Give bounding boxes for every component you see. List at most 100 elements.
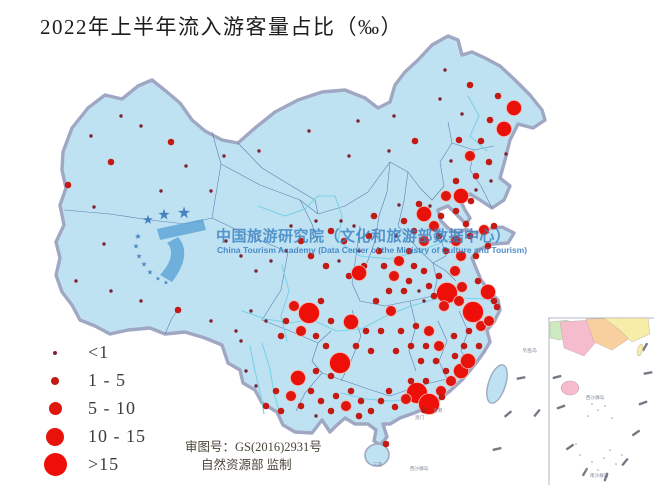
tourist-volume-dot [475,342,483,350]
inset-island-dot [621,454,623,456]
tiny-place-label: 西沙群岛 [410,465,429,472]
tourist-volume-dot [449,159,453,163]
tourist-volume-dot [478,224,490,236]
inset-island-dot [597,409,599,411]
tourist-volume-dot [445,375,457,387]
tourist-volume-dot [397,327,405,335]
tourist-volume-dot [450,235,462,247]
tourist-volume-dot [297,402,305,410]
legend-label: 5 - 10 [88,398,136,418]
tourist-volume-dot [244,369,248,373]
tourist-volume-dot [339,219,343,223]
approval-agency: 自然资源部 监制 [201,457,292,472]
tourist-volume-dot [119,114,123,118]
tourist-volume-dot [455,250,467,262]
tourist-volume-dot [472,172,480,180]
tourist-volume-dot [340,237,348,245]
tourist-volume-dot [435,272,443,280]
tourist-volume-dot [407,377,415,385]
tourist-volume-dot [418,235,430,247]
tourist-volume-dot [490,222,498,230]
tourist-volume-dot [356,119,360,123]
tourist-volume-dots [64,68,522,448]
tourist-volume-dot [459,352,476,369]
tourist-volume-dot [388,270,400,282]
legend-circle [48,402,62,415]
legend-item: 5 - 10 [40,398,146,418]
inset-island-dot [591,461,593,463]
tourist-volume-dot [367,347,375,355]
legend-item: >15 [40,453,146,476]
tourist-volume-dot [428,220,440,232]
sea-dash-mark [556,404,566,410]
tourist-volume-dot [472,252,480,260]
tourist-volume-dot [400,287,408,295]
tourist-volume-dot [362,327,370,335]
tourist-volume-dot [460,342,468,350]
tourist-volume-dot [184,164,188,168]
legend-circle-wrap [40,350,70,355]
tourist-volume-dot [277,407,285,415]
tourist-volume-dot [452,177,460,185]
tourist-volume-dot [479,283,496,300]
tourist-volume-dot [345,272,353,280]
tourist-volume-dot [297,237,305,245]
tourist-volume-dot [485,158,493,166]
tourist-volume-dot [254,269,258,273]
tourist-volume-dot [420,267,428,275]
watermark-star-icon: ★ [136,253,142,261]
tourist-volume-dot [289,224,293,228]
south-china-sea-inset [548,317,654,485]
tourist-volume-dot [428,204,432,208]
tourist-volume-dot [453,295,465,307]
tourist-volume-dot [422,377,430,385]
tiny-place-label: 三亚 [373,462,383,467]
tourist-volume-dot [312,332,320,340]
tourist-volume-dot [438,393,446,401]
tourist-volume-dot [314,219,318,223]
tourist-volume-dot [450,332,458,340]
tourist-volume-dot [92,205,96,209]
tourist-volume-dot [387,149,391,153]
tourist-volume-dot [432,357,440,365]
tourist-volume-dot [109,289,113,293]
tourist-volume-dot [437,212,445,220]
tourist-volume-dot [490,297,498,305]
legend-circle-wrap [40,427,70,446]
tourist-volume-dot [332,392,340,400]
tourist-volume-dot [382,440,390,448]
tiny-place-label: 西沙群岛 [586,394,605,401]
tourist-volume-dot [375,247,383,255]
sea-dash-mark [516,376,526,380]
inset-island-dots [575,403,623,471]
tourist-volume-dot [307,387,315,395]
tourist-volume-dot [327,317,335,325]
tourist-volume-dot [420,406,428,414]
tourist-volume-dot [295,325,307,337]
tourist-volume-dot [317,297,325,305]
sea-dash-mark [638,400,648,406]
tourist-volume-dot [322,342,330,350]
tourist-volume-dot [484,242,492,250]
watermark-star-icon: ★ [141,261,147,269]
sea-dash-mark [631,429,641,437]
tourist-volume-dot [370,212,378,220]
sea-dash-marks [492,342,653,482]
sea-dash-mark [533,409,541,417]
tourist-volume-dot [102,242,106,246]
tourist-volume-dot [449,265,461,277]
inset-island-dot [591,403,593,405]
legend-circle [51,376,59,385]
tourist-volume-dot [74,279,78,283]
legend-label: >15 [88,454,120,474]
legend-circle-wrap [40,376,70,385]
tourist-volume-dot [462,301,484,323]
tourist-volume-dot [385,305,397,317]
tourist-volume-dot [407,342,415,350]
inset-hainan [560,380,580,396]
sea-dash-mark [565,443,575,451]
tourist-volume-dot [327,372,335,380]
legend-label: 1 - 5 [88,370,126,390]
inset-island-dot [587,415,589,417]
